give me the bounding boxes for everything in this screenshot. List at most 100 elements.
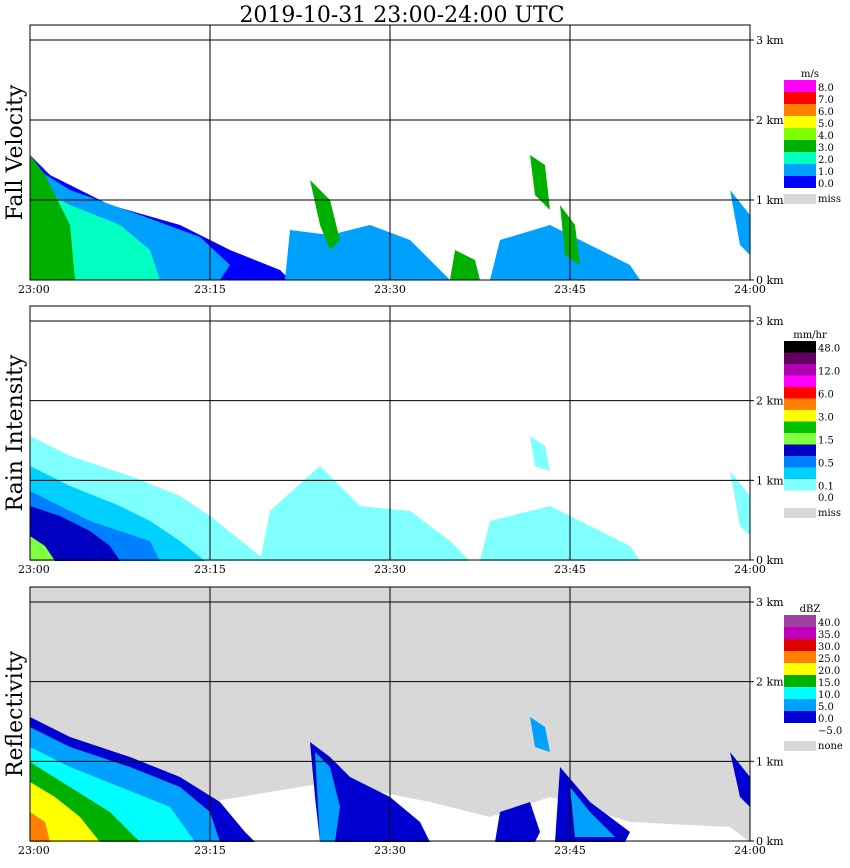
legend-swatch: [784, 456, 816, 468]
x-tick-label: 23:00: [18, 283, 50, 296]
echo-region: [30, 506, 120, 561]
legend-label: 12.0: [818, 367, 840, 378]
x-tick-label: 23:00: [18, 844, 50, 857]
echo-region: [30, 812, 50, 842]
echo-region: [30, 782, 100, 842]
echo-region: [480, 506, 640, 561]
y-tick-label: 3 km: [756, 315, 784, 328]
x-tick-label: 23:00: [18, 563, 50, 576]
legend-swatch: [784, 675, 816, 687]
legend-swatch: [784, 410, 816, 422]
legend-label: 48.0: [818, 344, 840, 355]
legend-swatch: [784, 479, 816, 491]
legend-unit: mm/hr: [793, 330, 827, 341]
y-axis-label: Rain Intensity: [3, 354, 28, 511]
x-tick-label: 24:00: [734, 844, 766, 857]
legend-swatch: [784, 444, 816, 456]
x-tick-label: 23:45: [554, 283, 586, 296]
legend-label: 6.0: [818, 390, 834, 401]
legend-label: 7.0: [818, 95, 834, 106]
rain-intensity-panel: 23:00 23:15 23:30 23:45 24:000 km 1 km 2 km 3 k…: [3, 305, 841, 576]
legend-swatch: [784, 398, 816, 410]
reflectivity-panel: 23:00 23:15 23:30 23:45 24:000 km 1 km 2 km 3 k…: [3, 586, 843, 857]
legend-swatch: [784, 627, 816, 639]
legend-swatch: [784, 364, 816, 376]
x-tick-label: 23:30: [374, 844, 406, 857]
x-tick-label: 24:00: [734, 283, 766, 296]
legend-label: 2.0: [818, 155, 834, 166]
legend-swatch: [784, 490, 816, 502]
echo-region: [570, 787, 615, 837]
legend-label: −5.0: [818, 726, 842, 737]
y-axis-label: Reflectivity: [3, 650, 28, 777]
legend-swatch: [784, 140, 816, 152]
legend-label: 35.0: [818, 630, 840, 641]
legend-label: 0.0: [818, 179, 834, 190]
fall-velocity-panel: 23:00 23:15 23:30 23:45 24:000 km 1 km 2 km 3 k…: [3, 24, 841, 296]
legend-unit: m/s: [801, 69, 819, 80]
legend-label: 0.5: [818, 459, 834, 470]
legend-label: 4.0: [818, 131, 834, 142]
echo-region: [730, 471, 750, 536]
x-tick-label: 23:15: [194, 844, 226, 857]
legend-swatch: [784, 352, 816, 364]
legend-label: 25.0: [818, 654, 840, 665]
legend-swatch: [784, 651, 816, 663]
x-tick-label: 24:00: [734, 563, 766, 576]
y-tick-label: 0 km: [756, 274, 784, 287]
echo-region: [495, 802, 540, 842]
y-tick-label: 2 km: [756, 395, 784, 408]
y-tick-label: 1 km: [756, 755, 784, 768]
legend-swatch: [784, 508, 816, 518]
legend-swatch: [784, 176, 816, 188]
legend-swatch: [784, 433, 816, 445]
x-tick-label: 23:30: [374, 563, 406, 576]
echo-region: [530, 717, 550, 752]
echo-region: [530, 155, 550, 210]
legend-label: 3.0: [818, 413, 834, 424]
legend-swatch: [784, 164, 816, 176]
legend-swatch: [784, 92, 816, 104]
echo-region: [310, 180, 340, 250]
echo-region: [260, 466, 470, 561]
legend-swatch: [784, 116, 816, 128]
y-tick-label: 3 km: [756, 34, 784, 47]
legend-label: 1.0: [818, 167, 834, 178]
y-tick-label: 1 km: [756, 194, 784, 207]
y-tick-label: 1 km: [756, 474, 784, 487]
legend-swatch: [784, 421, 816, 433]
legend-label: miss: [818, 194, 841, 205]
legend-swatch: [784, 663, 816, 675]
legend-label: 15.0: [818, 678, 840, 689]
plot-frame: [29, 24, 751, 281]
legend-label: 3.0: [818, 143, 834, 154]
legend-swatch: [784, 80, 816, 92]
legend-swatch: [784, 741, 816, 751]
legend-label: 0.1: [818, 482, 834, 493]
echo-region: [450, 250, 480, 280]
x-tick-label: 23:30: [374, 283, 406, 296]
legend-swatch: [784, 711, 816, 723]
legend-label: 5.0: [818, 702, 834, 713]
legend-swatch: [784, 639, 816, 651]
legend-swatch: [784, 341, 816, 353]
legend-swatch: [784, 104, 816, 116]
legend-label: 0.0: [818, 714, 834, 725]
y-axis-label: Fall Velocity: [3, 84, 28, 220]
legend-label: 6.0: [818, 107, 834, 118]
legend-label: 20.0: [818, 666, 840, 677]
legend-label: 5.0: [818, 119, 834, 130]
legend-swatch: [784, 375, 816, 387]
legend-swatch: [784, 128, 816, 140]
x-tick-label: 23:15: [194, 283, 226, 296]
legend-swatch: [784, 152, 816, 164]
echo-region: [730, 752, 750, 807]
echo-region: [315, 752, 340, 842]
x-tick-label: 23:45: [554, 844, 586, 857]
legend-swatch: [784, 194, 816, 204]
legend-swatch: [784, 387, 816, 399]
x-tick-label: 23:45: [554, 563, 586, 576]
legend-label: miss: [818, 508, 841, 519]
plot-frame: [29, 586, 751, 842]
legend-swatch: [784, 723, 816, 735]
